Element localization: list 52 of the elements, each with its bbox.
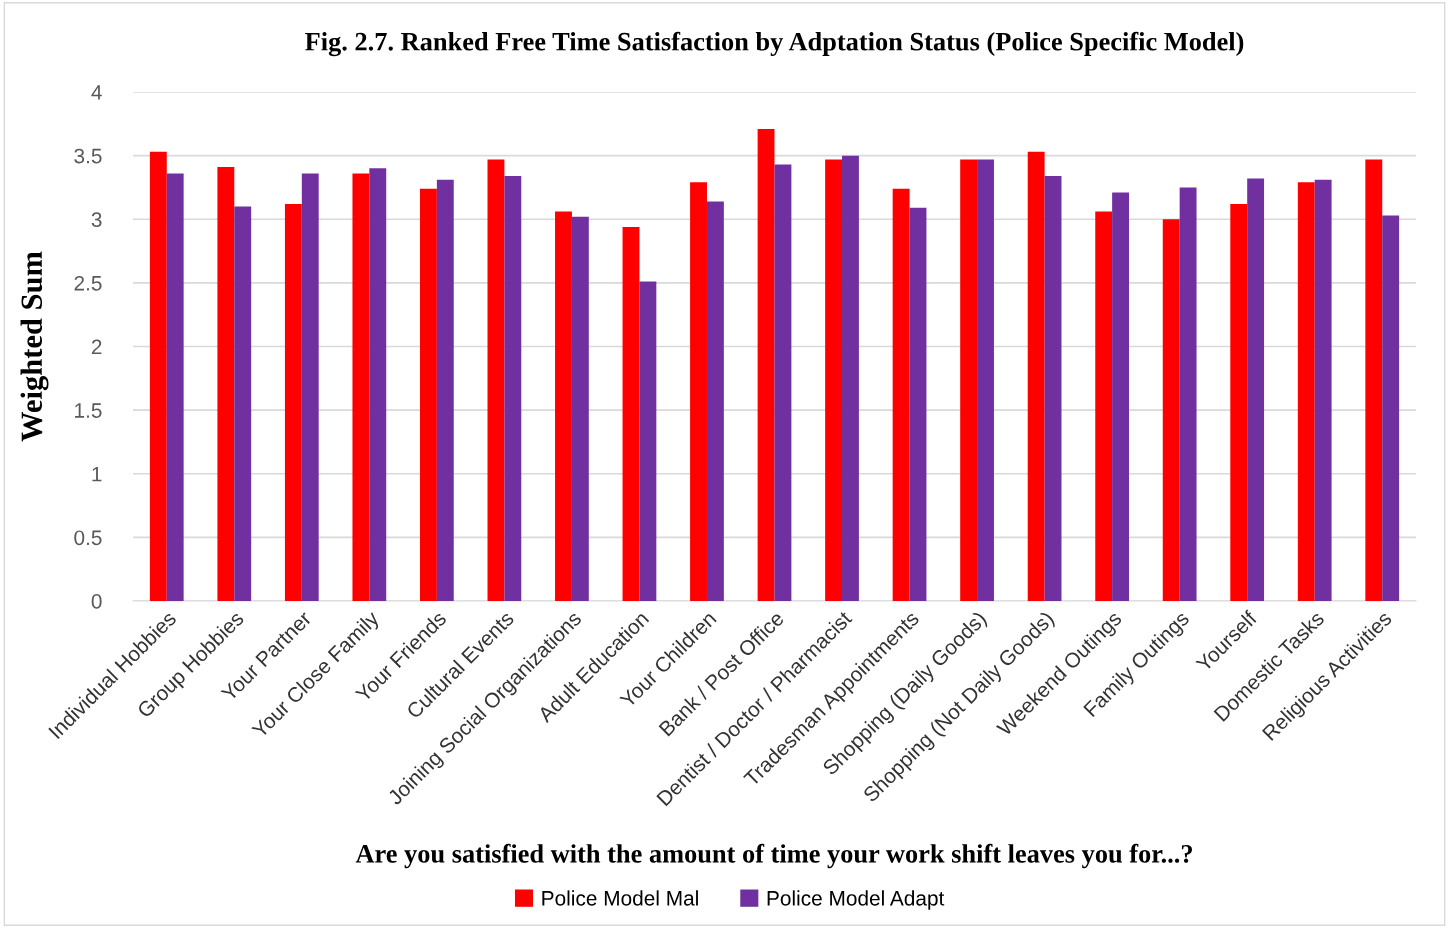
bar: [487, 159, 505, 601]
legend-label: Police Model Mal: [542, 890, 698, 906]
bar: [1095, 211, 1113, 601]
bar: [892, 188, 910, 601]
bar: [284, 203, 302, 601]
bar: [369, 168, 387, 601]
bar: [690, 182, 707, 601]
chart-title: Fig. 2.7. Ranked Free Time Satisfaction by Adptation Status (Police Specific Model): [305, 31, 1244, 57]
y-tick-label: 3.5: [74, 148, 102, 164]
bar: [842, 155, 859, 601]
y-tick-label: 4: [91, 85, 102, 100]
x-axis-title: Are you satisfied with the amount of time your work shift leaves you for...?: [355, 843, 1192, 869]
bar: [1162, 219, 1180, 601]
bar: [1365, 159, 1383, 601]
bar: [301, 173, 319, 601]
bar: [639, 281, 657, 601]
bar: [555, 211, 572, 601]
bar: [757, 128, 775, 601]
y-tick-label: 3: [91, 212, 102, 227]
y-tick-label: 0.5: [74, 530, 102, 546]
bar: [352, 173, 370, 601]
bar: [234, 206, 252, 601]
bar: [909, 207, 927, 601]
bar: [1382, 215, 1400, 601]
bar: [706, 201, 724, 601]
bar: [504, 175, 522, 601]
bar: [1027, 151, 1045, 601]
bar: [1314, 179, 1332, 601]
bar: [436, 179, 454, 601]
bar: [825, 159, 843, 601]
y-tick-label: 0: [91, 594, 102, 609]
bar: [419, 188, 437, 601]
bar: [977, 159, 994, 601]
bar: [217, 167, 235, 601]
bar: [622, 226, 640, 601]
bar: [960, 159, 978, 601]
bar: [1044, 175, 1062, 601]
y-tick-label: 1: [92, 466, 102, 482]
bar: [1112, 192, 1130, 601]
bar: [1247, 178, 1265, 601]
bar: [774, 164, 792, 601]
bar: [571, 216, 589, 601]
y-tick-label: 2.5: [74, 275, 102, 291]
bar: [166, 173, 184, 601]
y-axis-title: Weighted Sum: [20, 251, 49, 442]
bar: [1297, 182, 1315, 601]
bar: [149, 151, 167, 601]
bar: [1230, 203, 1248, 601]
y-tick-label: 2: [91, 339, 102, 355]
bar: [1179, 187, 1197, 601]
legend-label: Police Model Adapt: [767, 890, 945, 910]
y-tick-label: 1.5: [75, 403, 102, 418]
